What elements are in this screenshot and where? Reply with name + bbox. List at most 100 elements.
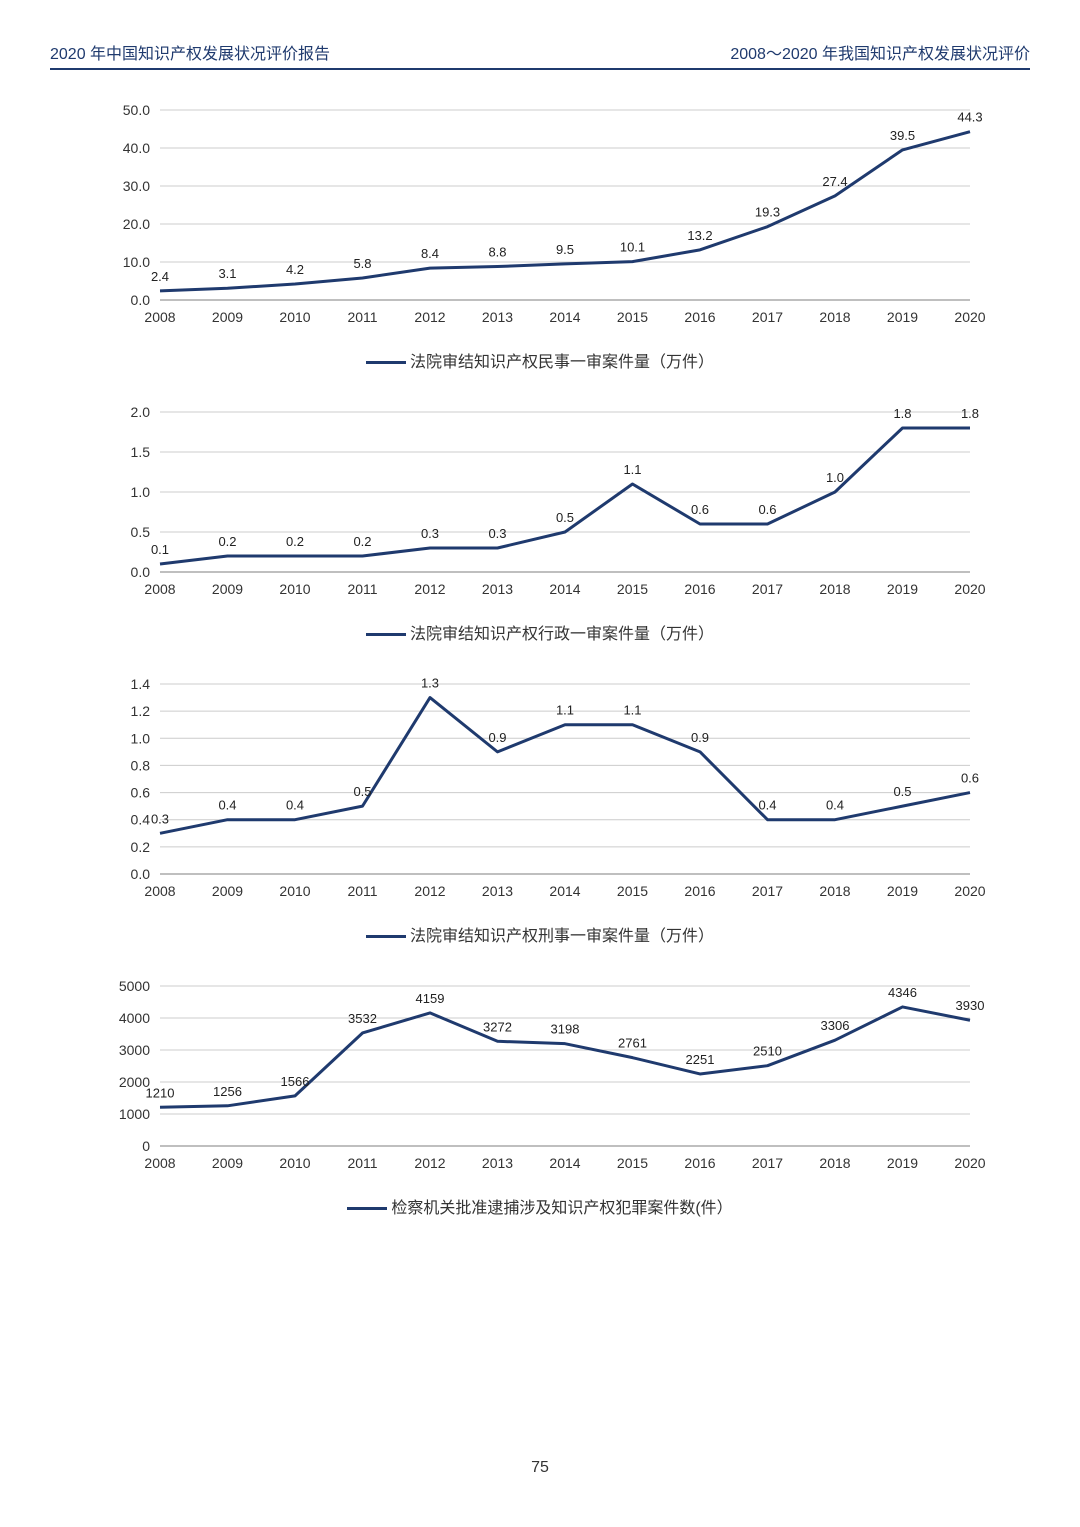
x-tick-label: 2018 <box>819 1155 850 1171</box>
y-tick-label: 0.5 <box>131 524 151 540</box>
x-tick-label: 2010 <box>279 309 310 325</box>
value-label: 0.4 <box>826 798 844 813</box>
x-tick-label: 2015 <box>617 309 648 325</box>
value-label: 39.5 <box>890 128 915 143</box>
value-label: 4.2 <box>286 262 304 277</box>
value-label: 1.1 <box>556 703 574 718</box>
x-tick-label: 2015 <box>617 883 648 899</box>
x-tick-label: 2014 <box>549 581 580 597</box>
legend-line-icon <box>366 935 406 938</box>
value-label: 0.6 <box>758 502 776 517</box>
y-tick-label: 0.4 <box>131 812 151 828</box>
chart2-legend: 法院审结知识产权行政一审案件量（万件） <box>50 620 1030 644</box>
x-tick-label: 2008 <box>144 309 175 325</box>
value-label: 0.3 <box>421 526 439 541</box>
x-tick-label: 2009 <box>212 581 243 597</box>
legend-text: 检察机关批准逮捕涉及知识产权犯罪案件数(件） <box>391 1200 732 1217</box>
value-label: 9.5 <box>556 242 574 257</box>
x-tick-label: 2011 <box>347 883 377 899</box>
header-right: 2008～2020 年我国知识产权发展状况评价 <box>730 40 1030 64</box>
value-label: 44.3 <box>957 110 982 125</box>
value-label: 0.3 <box>488 526 506 541</box>
x-tick-label: 2010 <box>279 883 310 899</box>
chart2: 0.00.51.01.52.02008200920102011201220132… <box>90 402 990 612</box>
x-tick-label: 2017 <box>752 1155 783 1171</box>
value-label: 2251 <box>686 1052 715 1067</box>
page-container: 2020 年中国知识产权发展状况评价报告 2008～2020 年我国知识产权发展… <box>0 0 1080 1527</box>
chart2-block: 0.00.51.01.52.02008200920102011201220132… <box>50 402 1030 644</box>
value-label: 19.3 <box>755 205 780 220</box>
chart3-block: 0.00.20.40.60.81.01.21.42008200920102011… <box>50 674 1030 946</box>
x-tick-label: 2016 <box>684 883 715 899</box>
y-tick-label: 0.0 <box>131 866 151 882</box>
y-tick-label: 0.6 <box>131 785 151 801</box>
x-tick-label: 2013 <box>482 1155 513 1171</box>
x-tick-label: 2008 <box>144 581 175 597</box>
value-label: 5.8 <box>353 256 371 271</box>
value-label: 0.5 <box>556 510 574 525</box>
header-left: 2020 年中国知识产权发展状况评价报告 <box>50 40 330 64</box>
value-label: 0.9 <box>488 730 506 745</box>
value-label: 3930 <box>956 998 985 1013</box>
x-tick-label: 2019 <box>887 1155 918 1171</box>
x-tick-label: 2008 <box>144 883 175 899</box>
y-tick-label: 3000 <box>119 1042 150 1058</box>
x-tick-label: 2015 <box>617 1155 648 1171</box>
y-tick-label: 1.5 <box>131 444 151 460</box>
y-tick-label: 20.0 <box>123 216 150 232</box>
x-tick-label: 2013 <box>482 581 513 597</box>
y-tick-label: 30.0 <box>123 178 150 194</box>
chart1-block: 0.010.020.030.040.050.020082009201020112… <box>50 100 1030 372</box>
x-tick-label: 2020 <box>954 883 985 899</box>
y-tick-label: 1.0 <box>131 484 151 500</box>
y-tick-label: 1000 <box>119 1106 150 1122</box>
x-tick-label: 2008 <box>144 1155 175 1171</box>
y-tick-label: 4000 <box>119 1010 150 1026</box>
y-tick-label: 2.0 <box>131 404 151 420</box>
x-tick-label: 2009 <box>212 309 243 325</box>
x-tick-label: 2013 <box>482 883 513 899</box>
legend-text: 法院审结知识产权行政一审案件量（万件） <box>410 626 714 643</box>
x-tick-label: 2018 <box>819 309 850 325</box>
legend-line-icon <box>366 361 406 364</box>
y-tick-label: 50.0 <box>123 102 150 118</box>
x-tick-label: 2019 <box>887 581 918 597</box>
value-label: 0.4 <box>218 798 236 813</box>
value-label: 0.4 <box>758 798 776 813</box>
x-tick-label: 2019 <box>887 309 918 325</box>
x-tick-label: 2012 <box>414 1155 445 1171</box>
charts-host: 0.010.020.030.040.050.020082009201020112… <box>50 100 1030 1218</box>
page-header: 2020 年中国知识产权发展状况评价报告 2008～2020 年我国知识产权发展… <box>50 40 1030 70</box>
value-label: 1.3 <box>421 676 439 691</box>
value-label: 0.6 <box>691 502 709 517</box>
x-tick-label: 2009 <box>212 1155 243 1171</box>
value-label: 1.8 <box>893 406 911 421</box>
y-tick-label: 0.0 <box>131 292 151 308</box>
x-tick-label: 2020 <box>954 581 985 597</box>
chart1-legend: 法院审结知识产权民事一审案件量（万件） <box>50 348 1030 372</box>
value-label: 0.2 <box>353 534 371 549</box>
x-tick-label: 2009 <box>212 883 243 899</box>
chart4-legend: 检察机关批准逮捕涉及知识产权犯罪案件数(件） <box>50 1194 1030 1218</box>
value-label: 13.2 <box>687 228 712 243</box>
x-tick-label: 2016 <box>684 1155 715 1171</box>
y-tick-label: 0.0 <box>131 564 151 580</box>
x-tick-label: 2020 <box>954 1155 985 1171</box>
x-tick-label: 2016 <box>684 309 715 325</box>
chart4-block: 0100020003000400050002008200920102011201… <box>50 976 1030 1218</box>
x-tick-label: 2018 <box>819 883 850 899</box>
x-tick-label: 2013 <box>482 309 513 325</box>
value-label: 1.1 <box>623 703 641 718</box>
y-tick-label: 10.0 <box>123 254 150 270</box>
x-tick-label: 2020 <box>954 309 985 325</box>
value-label: 1.1 <box>623 462 641 477</box>
x-tick-label: 2011 <box>347 581 377 597</box>
value-label: 3198 <box>551 1022 580 1037</box>
legend-line-icon <box>366 633 406 636</box>
value-label: 1.8 <box>961 406 979 421</box>
value-label: 0.3 <box>151 811 169 826</box>
series-line <box>160 132 970 291</box>
x-tick-label: 2017 <box>752 309 783 325</box>
value-label: 8.4 <box>421 246 439 261</box>
series-line <box>160 428 970 564</box>
